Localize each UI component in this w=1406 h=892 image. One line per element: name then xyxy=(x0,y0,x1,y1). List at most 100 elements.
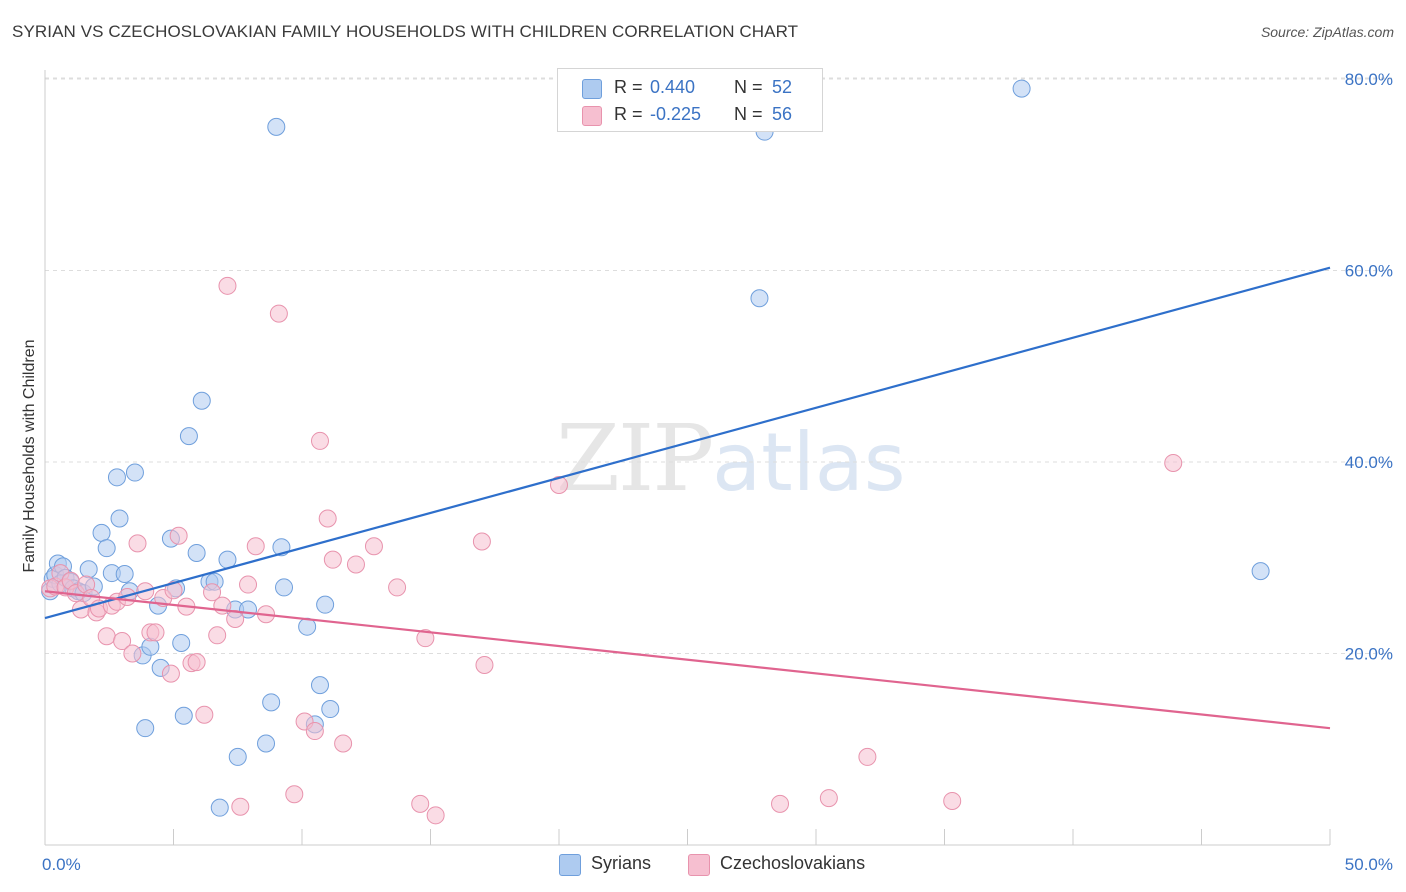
y-tick-label: 40.0% xyxy=(1345,453,1393,472)
r-label: R = xyxy=(614,77,643,97)
czech-point xyxy=(416,629,435,648)
czech-point xyxy=(323,550,342,569)
czech-point xyxy=(943,791,962,810)
czech-point xyxy=(239,575,258,594)
syrians-point xyxy=(267,117,286,136)
syrians-point xyxy=(92,523,111,542)
watermark-zip: ZIP xyxy=(556,405,714,512)
syrians-point xyxy=(110,509,129,528)
czech-point xyxy=(123,644,142,663)
czech-point xyxy=(285,785,304,804)
czech-point xyxy=(161,664,180,683)
syrians-point xyxy=(321,700,340,719)
czech-legend-label: Czechoslovakians xyxy=(720,853,866,873)
czech-point xyxy=(310,431,329,450)
syrians-point xyxy=(1012,79,1031,98)
y-tick-label: 20.0% xyxy=(1345,645,1393,664)
y-tick-label: 80.0% xyxy=(1345,70,1393,89)
czech-point xyxy=(246,537,265,556)
syrians-point xyxy=(228,747,247,766)
czech-point xyxy=(128,534,147,553)
x-tick-label-start: 0.0% xyxy=(42,855,81,874)
syrians-point xyxy=(257,734,276,753)
czech-legend-swatch xyxy=(688,854,710,876)
n-label: N = xyxy=(734,77,763,97)
czech-point xyxy=(195,705,214,724)
czech-point xyxy=(305,722,324,741)
stats-legend: R = 0.440 N = 52 R = -0.225 N = 56 xyxy=(557,68,823,132)
czech-point xyxy=(411,794,430,813)
syrians-point xyxy=(107,468,126,487)
n-value: 52 xyxy=(772,77,793,97)
syrians-swatch xyxy=(582,79,602,99)
r-value: 0.440 xyxy=(650,77,696,97)
x-axis-tick-labels: 0.0% 50.0% xyxy=(42,855,1393,874)
czech-point xyxy=(472,532,491,551)
syrians-point xyxy=(310,676,329,695)
czech-points xyxy=(41,276,1183,825)
syrians-point xyxy=(97,539,116,558)
r-label: R = xyxy=(614,104,643,124)
czech-point xyxy=(346,555,365,574)
x-axis-ticks xyxy=(173,829,1331,845)
czech-point xyxy=(269,304,288,323)
czech-point xyxy=(1164,453,1183,472)
grid-lines xyxy=(45,77,1392,654)
czech-swatch xyxy=(582,106,602,126)
czech-point xyxy=(334,734,353,753)
y-axis-tick-labels: 20.0% 40.0% 60.0% 80.0% xyxy=(1345,70,1393,664)
czech-point xyxy=(113,632,132,651)
series-legend: Syrians Czechoslovakians xyxy=(0,852,1406,878)
czech-point xyxy=(364,537,383,556)
syrians-legend-label: Syrians xyxy=(591,853,652,873)
syrians-point xyxy=(262,693,281,712)
czech-point xyxy=(169,526,188,545)
x-tick-label-end: 50.0% xyxy=(1345,855,1393,874)
syrians-legend-swatch xyxy=(559,854,581,876)
watermark: ZIPatlas xyxy=(556,405,906,512)
czech-point xyxy=(187,653,206,672)
czech-point xyxy=(97,627,116,646)
czech-point xyxy=(819,789,838,808)
czech-point xyxy=(426,806,445,825)
syrians-trend-line xyxy=(44,266,1331,620)
syrians-point xyxy=(172,633,191,652)
syrians-point xyxy=(316,595,335,614)
syrians-point xyxy=(1251,562,1270,581)
czech-point xyxy=(208,626,227,645)
axes xyxy=(44,70,1330,846)
czech-point xyxy=(858,747,877,766)
czech-point xyxy=(771,794,790,813)
czech-point xyxy=(218,276,237,295)
syrians-point xyxy=(125,463,144,482)
syrians-point xyxy=(174,706,193,725)
czech-point xyxy=(388,578,407,597)
y-tick-label: 60.0% xyxy=(1345,262,1393,281)
czech-trend-line xyxy=(44,590,1331,730)
syrians-point xyxy=(115,565,134,584)
source-label: Source: ZipAtlas.com xyxy=(1260,24,1394,40)
r-value: -0.225 xyxy=(650,104,702,124)
syrians-point xyxy=(187,543,206,562)
n-label: N = xyxy=(734,104,763,124)
syrians-point xyxy=(275,578,294,597)
chart-title: SYRIAN VS CZECHOSLOVAKIAN FAMILY HOUSEHO… xyxy=(12,22,799,41)
syrians-point xyxy=(179,427,198,446)
czech-point xyxy=(146,623,165,642)
trend-lines xyxy=(44,266,1331,730)
czech-point xyxy=(318,509,337,528)
legend-row-czech: R = -0.225 N = 56 xyxy=(558,102,822,128)
czech-point xyxy=(203,583,222,602)
legend-row-syrians: R = 0.440 N = 52 xyxy=(558,75,822,101)
syrians-points xyxy=(41,79,1270,817)
syrians-point xyxy=(136,719,155,738)
syrians-point xyxy=(192,391,211,410)
czech-point xyxy=(550,475,568,494)
y-axis-label: Family Households with Children xyxy=(21,340,38,573)
syrians-point xyxy=(210,798,229,817)
syrians-point xyxy=(79,560,98,579)
n-value: 56 xyxy=(772,104,793,124)
czech-point xyxy=(164,581,183,600)
syrians-point xyxy=(750,289,769,308)
